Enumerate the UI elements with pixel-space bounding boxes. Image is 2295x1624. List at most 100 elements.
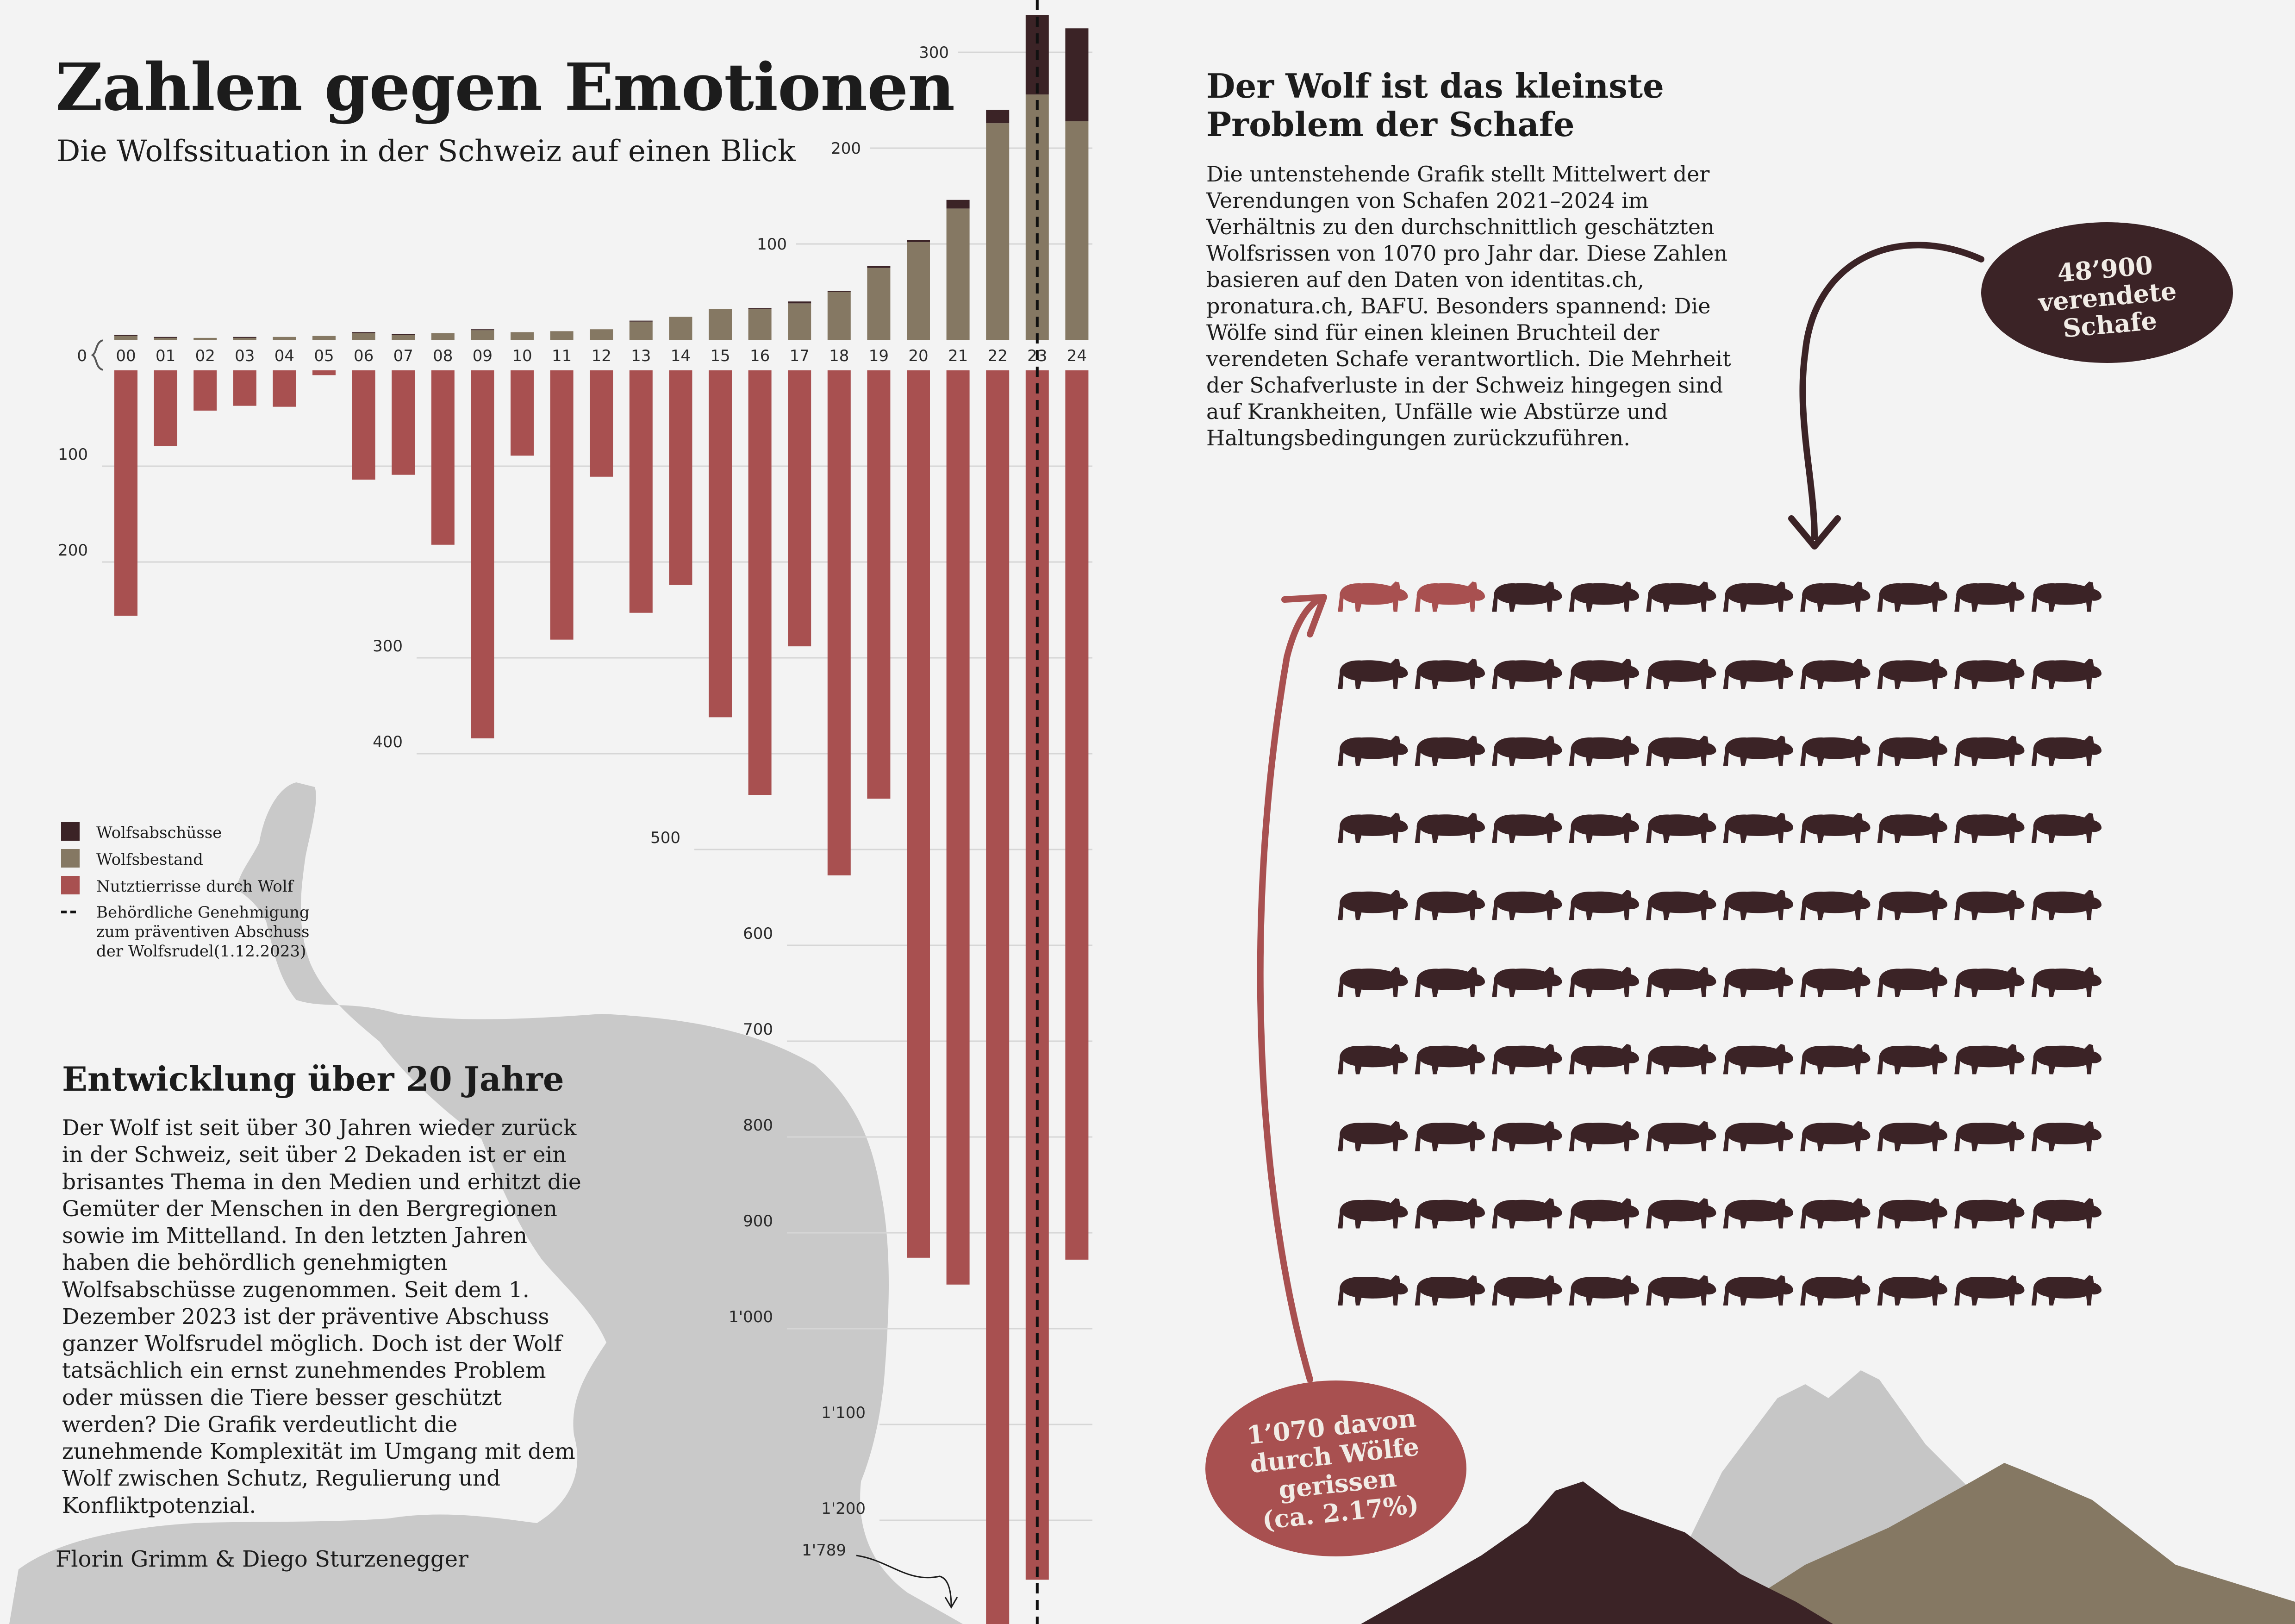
bar-bestand [352,333,375,340]
bar-risse [629,370,653,613]
bar-risse [114,370,137,616]
sheep-icon [1954,658,2025,689]
sheep-icon [1492,1275,1562,1305]
bar-bestand [273,337,296,340]
development-text: Der Wolf ist seit über 30 Jahren wieder … [62,1115,581,1518]
sheep-icon [1569,1275,1639,1305]
x-tick-label: 16 [750,347,770,365]
sheep-icon [1415,890,1485,920]
x-tick-label: 19 [869,347,889,365]
chart-legend: Wolfsabschüsse Wolfsbestand Nutztierrisse … [61,822,310,961]
bar-bestand [788,303,811,340]
page-title: Zahlen gegen Emotionen [56,50,955,125]
arrow-wolf-kills [1257,594,1327,1383]
y-tick-down: 1'000 [729,1308,773,1326]
bar-risse [590,370,613,477]
sheep-icon [1877,967,1947,997]
y-tick-down: 300 [373,637,403,656]
bar-risse [669,370,692,585]
sheep-icon [1415,1275,1485,1305]
sheep-icon [2031,1044,2102,1074]
bar-abschuesse [946,200,970,209]
sheep-icon [1800,1198,1871,1229]
x-tick-label: 00 [116,347,136,365]
sheep-icon [1338,1198,1408,1229]
max-annotation: 1'789 [802,1541,846,1560]
sheep-icon [2031,581,2102,612]
sheep-icon [1415,1198,1485,1229]
sheep-icon [1492,1198,1562,1229]
sheep-icon [1954,812,2025,843]
bar-risse [788,370,811,647]
chart-axis-labels: 1002003001002003004005006007008009001'00… [58,44,1087,1609]
sheep-icon [1492,581,1562,612]
sheep-icon [1415,1044,1485,1074]
x-tick-label: 12 [592,347,611,365]
bar-bestand [1065,121,1089,340]
sheep-icon [1646,736,1716,766]
bar-bestand [550,331,574,340]
bubble-wolf-kills [1205,1380,1466,1556]
sheep-icon [1492,658,1562,689]
sheep-icon [1877,812,1947,843]
sheep-icon [1569,1198,1639,1229]
sheep-icon [1723,581,1793,612]
sheep-icon [1338,736,1408,766]
sheep-icon [1877,890,1947,920]
chart-bars [114,15,1089,1624]
sheep-icon [1569,581,1639,612]
sheep-icon [1338,1044,1408,1074]
bar-bestand [748,309,772,340]
sheep-icon [1800,1044,1871,1074]
sheep-icon [2031,658,2102,689]
sheep-icon [1954,890,2025,920]
x-tick-label: 01 [156,347,175,365]
y-tick-zero: 0 [77,347,87,365]
bar-risse [193,370,217,411]
sheep-icon [1723,658,1793,689]
sheep-icon [1569,967,1639,997]
sheep-icon [1646,1198,1716,1229]
legend-marker-label: Behördliche Genehmigung [96,903,310,922]
sheep-icon [1877,1121,1947,1151]
y-tick-down: 400 [373,733,403,751]
y-tick-down: 800 [743,1116,773,1135]
sheep-icon [1800,1275,1871,1305]
sheep-icon [1954,967,2025,997]
y-tick-up: 100 [757,235,787,254]
y-tick-down: 500 [650,829,680,847]
sheep-icon [1415,812,1485,843]
sheep-icon [2031,890,2102,920]
bar-bestand [590,329,613,340]
bar-abschuesse [471,329,494,331]
x-tick-label: 17 [790,347,810,365]
bar-bestand [312,336,336,340]
sheep-icon [1723,890,1793,920]
sheep-icon [1338,812,1408,843]
bar-bestand [114,336,137,340]
bar-risse [709,370,732,718]
bar-risse [867,370,891,799]
sheep-icon [1415,1121,1485,1151]
bar-abschuesse [867,266,891,268]
sheep-icon [1800,812,1871,843]
bar-abschuesse [352,332,375,333]
sheep-icon [1800,581,1871,612]
bar-bestand [867,268,891,340]
bar-abschuesse [392,334,415,335]
bar-abschuesse [748,308,772,309]
bar-risse [748,370,772,795]
sheep-icon [1723,967,1793,997]
x-tick-label: 22 [988,347,1008,365]
bar-risse [511,370,534,456]
sheep-grid [1338,581,2102,1305]
sheep-icon [1338,1275,1408,1305]
bar-bestand [709,309,732,340]
bar-bestand [907,242,930,340]
bubble-dead-sheep [1981,222,2233,363]
zero-brace [91,339,103,371]
x-tick-label: 05 [314,347,334,365]
x-tick-label: 07 [393,347,413,365]
y-tick-down: 200 [58,541,88,560]
